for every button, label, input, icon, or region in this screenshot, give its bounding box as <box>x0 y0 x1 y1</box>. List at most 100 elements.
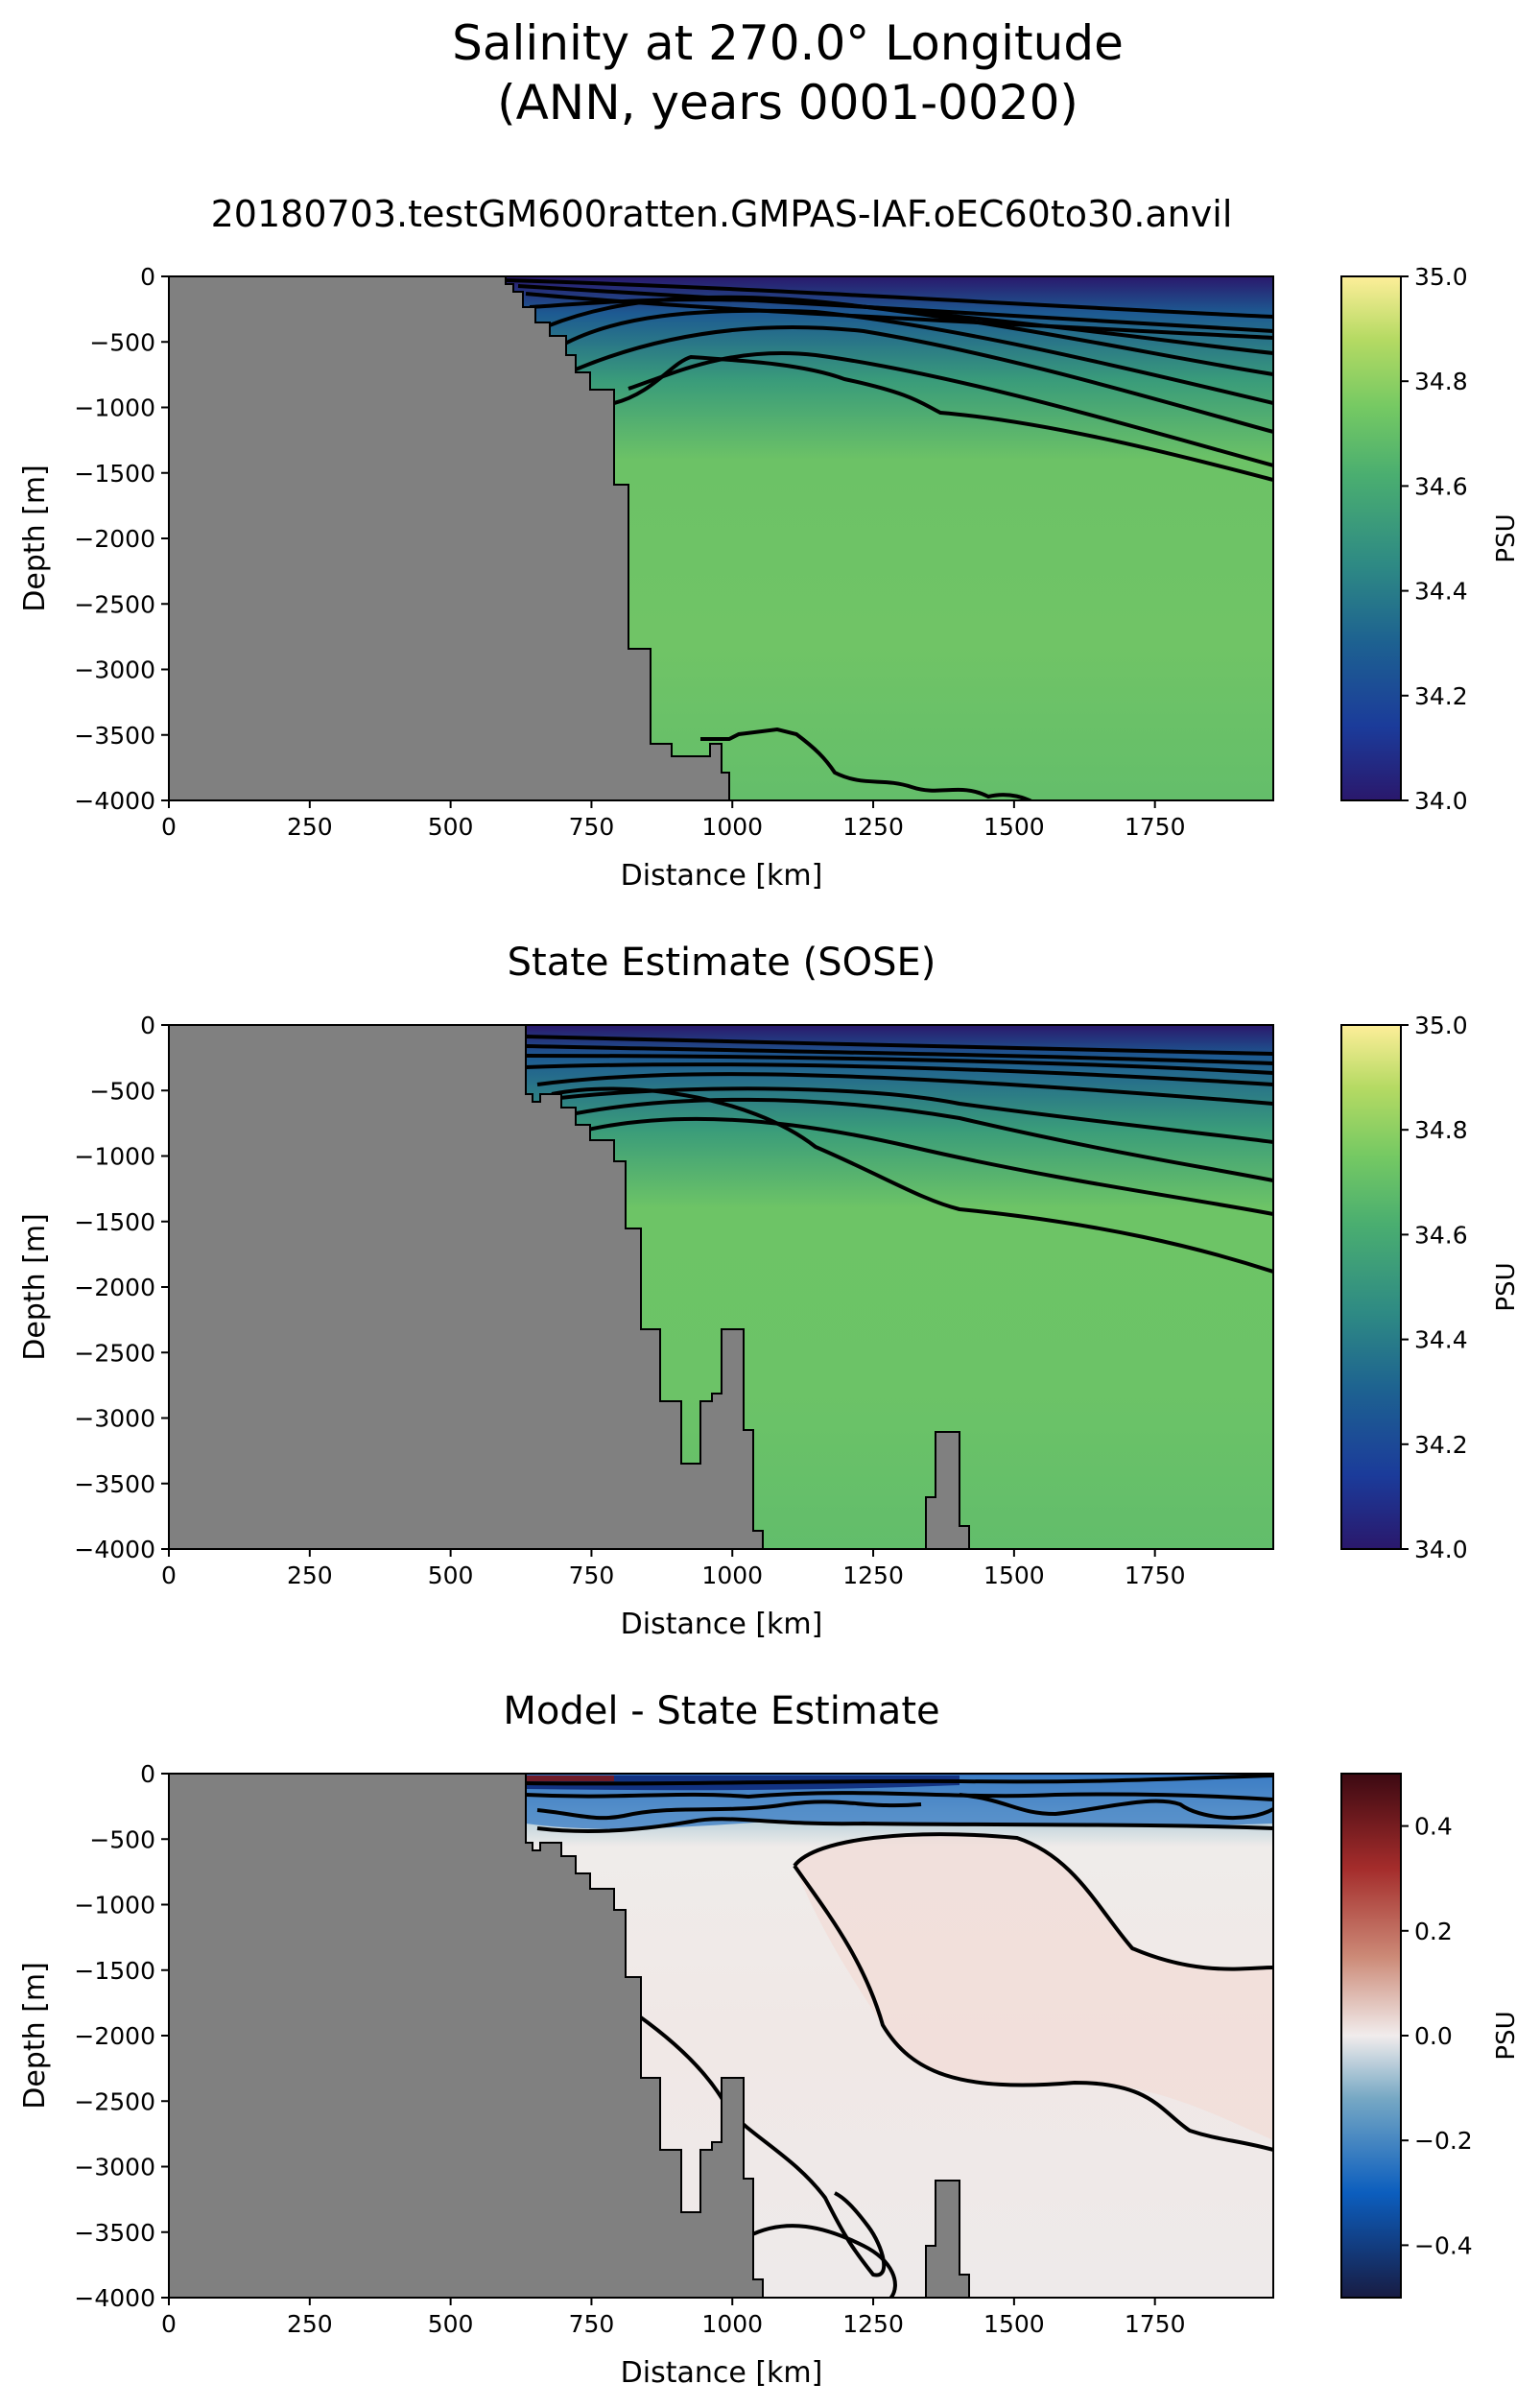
panel-title: 20180703.testGM600ratten.GMPAS-IAF.oEC60… <box>211 193 1233 235</box>
y-tick-label: −1500 <box>74 1208 155 1236</box>
colorbar-tick-label: 34.6 <box>1414 472 1468 500</box>
colorbar-ticks: 34.0 34.2 34.4 34.6 34.8 35.0 <box>1401 263 1468 815</box>
x-tick-label: 250 <box>287 813 333 841</box>
colorbar-tick-label: 34.2 <box>1414 682 1468 710</box>
y-tick-label: −500 <box>89 328 155 356</box>
y-tick-label: −4000 <box>74 1536 155 1563</box>
y-tick-label: 0 <box>140 1760 155 1788</box>
y-tick-label: −2500 <box>74 590 155 618</box>
x-tick-label: 1500 <box>983 2310 1045 2338</box>
panel-title: Model - State Estimate <box>503 1689 939 1733</box>
y-tick-label: −4000 <box>74 2284 155 2312</box>
x-tick-label: 1000 <box>701 813 763 841</box>
x-tick-label: 1750 <box>1125 2310 1186 2338</box>
panel-model: 20180703.testGM600ratten.GMPAS-IAF.oEC60… <box>18 193 1521 893</box>
colorbar <box>1340 275 1402 801</box>
y-tick-label: −1500 <box>74 460 155 488</box>
x-tick-label: 500 <box>428 813 474 841</box>
x-tick-label: 1000 <box>701 1562 763 1589</box>
y-tick-label: −2000 <box>74 2022 155 2050</box>
figure-title-line2: (ANN, years 0001-0020) <box>497 75 1078 131</box>
y-tick-label: −1500 <box>74 1957 155 1985</box>
colorbar <box>1340 1024 1402 1550</box>
x-tick-label: 500 <box>428 1562 474 1589</box>
colorbar-ticks: −0.4 −0.2 0.0 0.2 0.4 <box>1401 1813 1473 2259</box>
y-tick-label: −3500 <box>74 2219 155 2247</box>
x-tick-label: 1250 <box>842 813 904 841</box>
colorbar-tick-label: 34.0 <box>1414 1536 1468 1563</box>
y-tick-label: −1000 <box>74 1892 155 1919</box>
colorbar-label: PSU <box>1492 2011 1521 2060</box>
y-axis-label: Depth [m] <box>18 1213 52 1361</box>
y-tick-label: −3000 <box>74 2154 155 2182</box>
x-axis-label: Distance [km] <box>621 1608 823 1641</box>
x-tick-label: 0 <box>161 813 177 841</box>
colorbar-tick-label: 34.8 <box>1414 1116 1468 1144</box>
y-tick-label: −3000 <box>74 656 155 684</box>
figure-title-line1: Salinity at 270.0° Longitude <box>452 15 1124 71</box>
colorbar <box>1340 1773 1402 2299</box>
positive-anomaly <box>794 1834 1273 2140</box>
salinity-contours <box>505 278 1273 482</box>
seamount <box>925 1431 970 1549</box>
axes: 0 250 500 750 1000 1250 1500 1750 0 −500 −1000 −150… <box>74 1760 1185 2338</box>
land-mask <box>169 276 730 800</box>
y-axis-label: Depth [m] <box>18 465 52 612</box>
colorbar-tick-label: 0.0 <box>1414 2022 1453 2050</box>
panel-sose: State Estimate (SOSE) 0 250 500 750 1000 1250… <box>18 941 1521 1641</box>
x-tick-label: 250 <box>287 1562 333 1589</box>
axes: 0 250 500 750 1000 1250 1500 1750 0 −500 −1000 −150… <box>74 263 1185 841</box>
colorbar-tick-label: 34.0 <box>1414 787 1468 815</box>
x-tick-label: 750 <box>569 1562 615 1589</box>
x-tick-label: 0 <box>161 2310 177 2338</box>
difference-contours <box>525 1774 1273 2298</box>
x-tick-label: 1750 <box>1125 1562 1186 1589</box>
y-tick-label: −2500 <box>74 2087 155 2115</box>
colorbar-tick-label: −0.2 <box>1414 2127 1473 2155</box>
colorbar-tick-label: 35.0 <box>1414 263 1468 291</box>
y-tick-label: 0 <box>140 1012 155 1039</box>
colorbar-tick-label: 34.8 <box>1414 368 1468 395</box>
y-axis-label: Depth [m] <box>18 1962 52 2110</box>
deep-contour <box>700 727 1034 800</box>
colorbar-tick-label: 34.4 <box>1414 1326 1468 1354</box>
y-tick-label: −4000 <box>74 787 155 815</box>
y-tick-label: −500 <box>89 1077 155 1105</box>
x-tick-label: 1500 <box>983 1562 1045 1589</box>
colorbar-tick-label: 0.4 <box>1414 1813 1453 1841</box>
y-tick-label: −2500 <box>74 1339 155 1367</box>
x-tick-label: 1250 <box>842 2310 904 2338</box>
axes: 0 250 500 750 1000 1250 1500 1750 0 −500 −1000 −150… <box>74 1012 1185 1589</box>
salinity-contours <box>525 1035 1273 1274</box>
colorbar-tick-label: 0.2 <box>1414 1918 1453 1945</box>
land-mask <box>169 1025 764 1549</box>
y-tick-label: −3000 <box>74 1405 155 1433</box>
colorbar-label: PSU <box>1492 1262 1521 1311</box>
y-tick-label: −3500 <box>74 1470 155 1498</box>
colorbar-label: PSU <box>1492 513 1521 562</box>
y-tick-label: 0 <box>140 263 155 291</box>
y-tick-label: −1000 <box>74 1143 155 1171</box>
land-mask <box>169 1774 764 2298</box>
seamount <box>925 2180 970 2298</box>
colorbar-tick-label: 35.0 <box>1414 1012 1468 1039</box>
y-tick-label: −1000 <box>74 394 155 422</box>
y-tick-label: −2000 <box>74 525 155 553</box>
colorbar-tick-label: −0.4 <box>1414 2231 1473 2259</box>
x-tick-label: 1000 <box>701 2310 763 2338</box>
x-tick-label: 500 <box>428 2310 474 2338</box>
panel-title: State Estimate (SOSE) <box>508 941 936 985</box>
x-axis-label: Distance [km] <box>621 2356 823 2390</box>
colorbar-ticks: 34.0 34.2 34.4 34.6 34.8 35.0 <box>1401 1012 1468 1563</box>
surface-red-band <box>526 1776 614 1781</box>
x-tick-label: 0 <box>161 1562 177 1589</box>
x-tick-label: 1500 <box>983 813 1045 841</box>
panel-difference: Model - State Estimate 0 250 500 750 1000 <box>18 1689 1521 2390</box>
x-tick-label: 250 <box>287 2310 333 2338</box>
y-tick-label: −3500 <box>74 722 155 750</box>
y-tick-label: −500 <box>89 1825 155 1853</box>
colorbar-tick-label: 34.2 <box>1414 1431 1468 1459</box>
x-tick-label: 1250 <box>842 1562 904 1589</box>
colorbar-tick-label: 34.6 <box>1414 1221 1468 1249</box>
